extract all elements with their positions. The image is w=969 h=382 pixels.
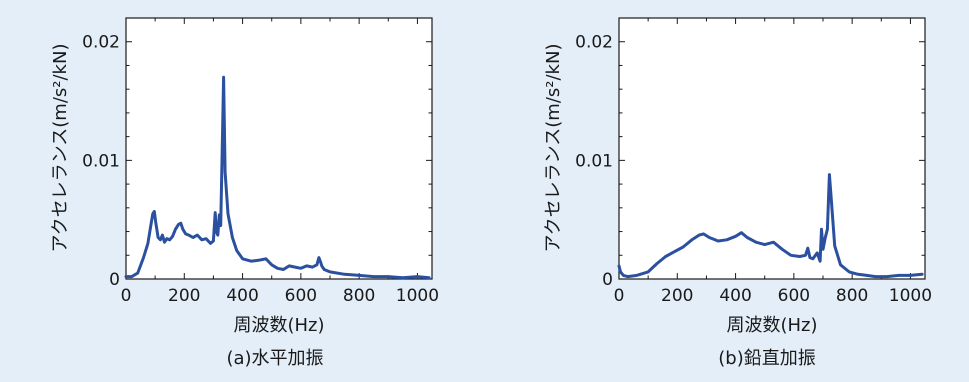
chart-caption: (b)鉛直加振: [718, 348, 815, 369]
tick-labels: 0 200 400 600 800 1000 0 0.01 0.02: [575, 33, 932, 306]
x-tick-label: 600: [285, 286, 317, 306]
y-tick-label: 0: [602, 270, 613, 290]
series-line: [617, 173, 924, 279]
y-tick-label: 0.02: [82, 33, 120, 53]
chart-caption: (a)水平加振: [226, 348, 323, 369]
x-axis-label: 周波数(Hz): [726, 315, 817, 336]
x-tick-label: 200: [168, 286, 200, 306]
chart-panel-horizontal: 0 200 400 600 800 1000 0 0.01 0.02 周波数(Hz) アクセレラ…: [50, 17, 439, 369]
x-tick-label: 200: [661, 286, 693, 306]
x-tick-label: 800: [343, 286, 375, 306]
tick-marks: [125, 17, 432, 280]
y-axis-label: アクセレランス(m/s²/kN): [50, 44, 71, 253]
x-tick-label: 400: [226, 286, 258, 306]
y-tick-label: 0.01: [575, 151, 613, 171]
series-line: [124, 75, 431, 280]
chart-panel-vertical: 0 200 400 600 800 1000 0 0.01 0.02 周波数(Hz) アクセレラ…: [543, 17, 932, 369]
tick-labels: 0 200 400 600 800 1000 0 0.01 0.02: [82, 33, 439, 306]
y-tick-label: 0.02: [575, 33, 613, 53]
x-tick-label: 0: [121, 286, 132, 306]
x-tick-label: 600: [778, 286, 810, 306]
plot-area: [125, 17, 433, 280]
x-tick-label: 400: [719, 286, 751, 306]
x-tick-label: 0: [614, 286, 625, 306]
x-tick-label: 800: [836, 286, 868, 306]
x-axis-label: 周波数(Hz): [233, 315, 324, 336]
y-tick-label: 0: [109, 270, 120, 290]
y-tick-label: 0.01: [82, 151, 120, 171]
y-axis-label: アクセレランス(m/s²/kN): [543, 44, 564, 253]
tick-marks: [618, 17, 925, 280]
x-tick-label: 1000: [396, 286, 439, 306]
plot-area: [618, 17, 926, 280]
x-tick-label: 1000: [889, 286, 932, 306]
